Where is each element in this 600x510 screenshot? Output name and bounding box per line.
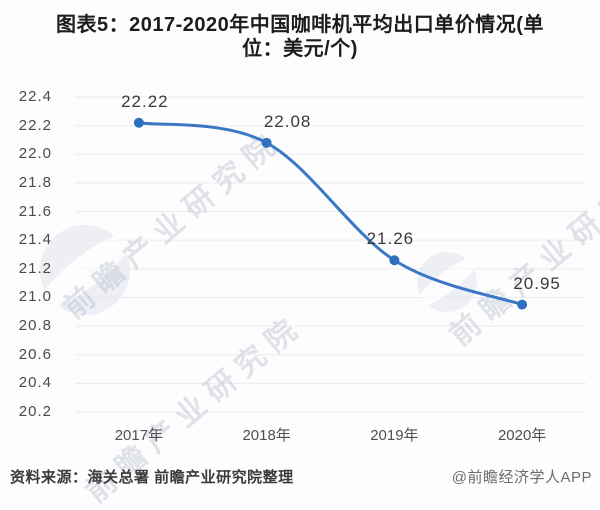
data-point [261,137,272,148]
data-point [389,255,400,266]
data-point [133,117,144,128]
data-point [517,299,528,310]
chart-footer: 资料来源：海关总署 前瞻产业研究院整理 @前瞻经济学人APP [10,466,592,487]
series-line [137,121,524,307]
chart-title: 图表5：2017-2020年中国咖啡机平均出口单价情况(单 位：美元/个) [0,13,600,61]
source-note: 资料来源：海关总署 前瞻产业研究院整理 [10,469,294,486]
chart-title-line1: 图表5：2017-2020年中国咖啡机平均出口单价情况(单 [56,14,544,36]
watermark-credit: @前瞻经济学人APP [451,469,592,486]
chart-title-line2: 位：美元/个) [242,38,358,60]
